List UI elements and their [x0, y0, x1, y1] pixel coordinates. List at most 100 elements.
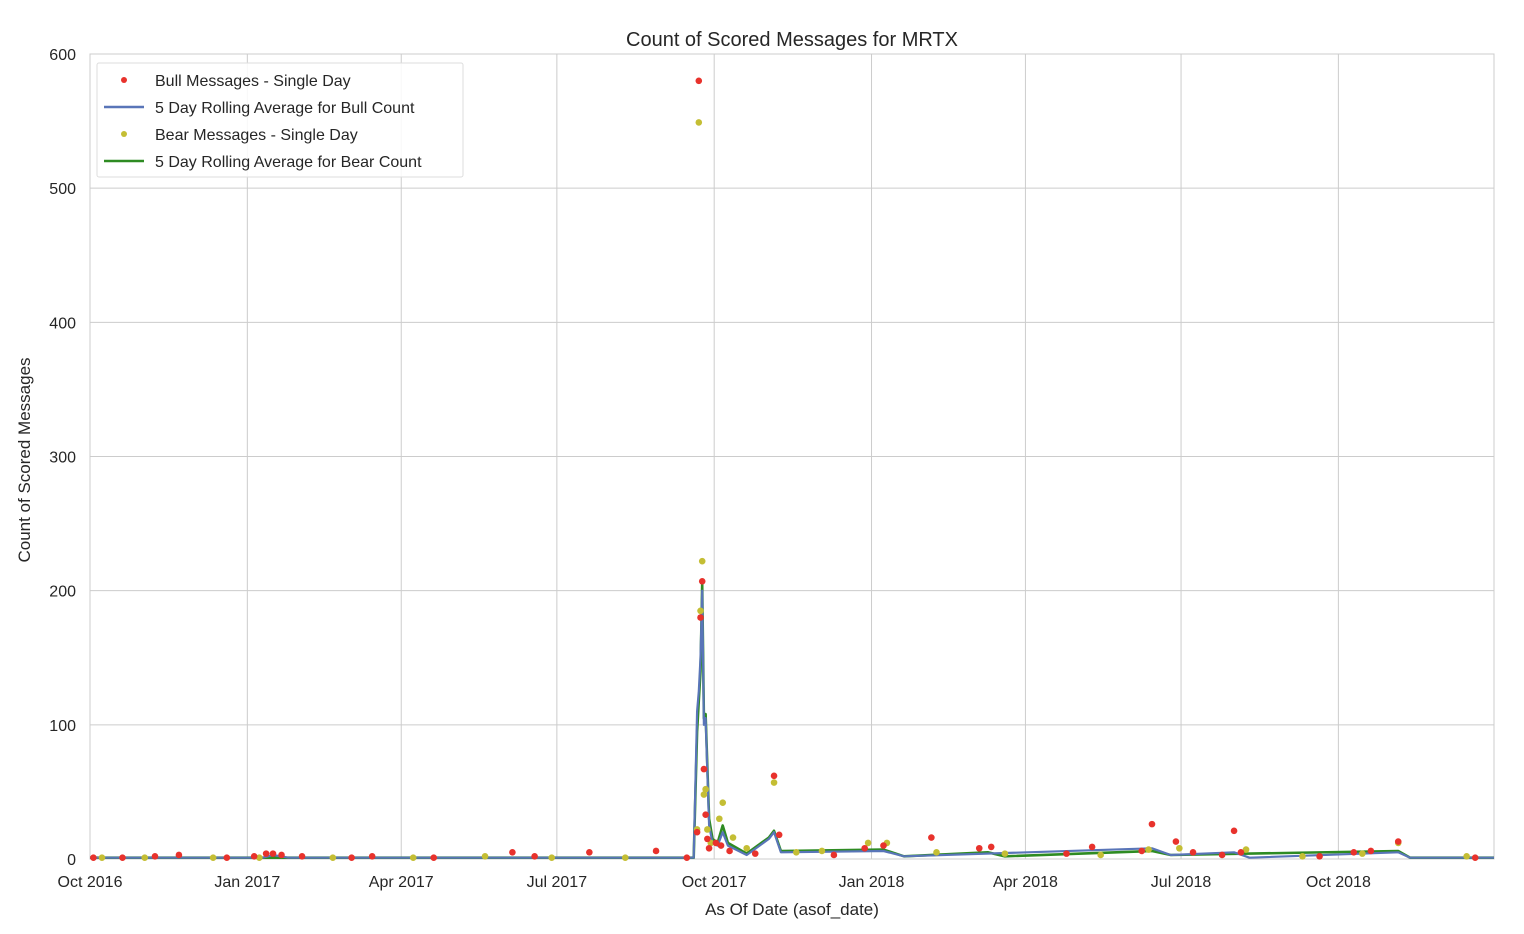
bear-point: [770, 779, 778, 786]
plot-frame: [89, 53, 1495, 860]
bull-point: [683, 854, 691, 861]
bear-point: [621, 854, 629, 861]
bear-point: [481, 853, 489, 860]
bear-point: [409, 854, 417, 861]
bear-point: [1145, 846, 1152, 853]
bear-point: [256, 854, 263, 861]
bull-point: [151, 853, 159, 860]
legend: Bull Messages - Single Day 5 Day Rolling …: [96, 62, 464, 178]
bull-point: [928, 834, 935, 841]
x-tick-label: Jan 2018: [839, 874, 905, 891]
bear-point: [1359, 850, 1366, 857]
legend-label: Bear Messages - Single Day: [155, 127, 358, 144]
bear-point: [818, 847, 826, 855]
bear-point: [1001, 850, 1009, 857]
bull-point: [697, 614, 704, 621]
bull-point: [119, 854, 126, 861]
bear-point: [698, 557, 706, 565]
bull-point: [1218, 851, 1226, 859]
bear-point: [1097, 851, 1104, 859]
y-axis-label: Count of Scored Messages: [15, 357, 34, 562]
bear-rolling-average-layer: [90, 582, 1494, 859]
bull-point: [269, 850, 277, 857]
bull-point: [698, 577, 706, 585]
bull-point: [975, 844, 983, 852]
legend-label: Bull Messages - Single Day: [155, 73, 351, 90]
bear-point: [864, 839, 872, 847]
bear-point: [697, 607, 704, 615]
bull-point: [298, 853, 306, 860]
bull-point: [1350, 848, 1358, 856]
legend-label: 5 Day Rolling Average for Bull Count: [155, 100, 415, 117]
bull-point: [1237, 848, 1245, 856]
bear-point: [792, 848, 800, 856]
bear-point: [1242, 846, 1250, 853]
y-tick-label: 200: [49, 584, 76, 601]
legend-entries: Bull Messages - Single Day 5 Day Rolling …: [104, 73, 422, 171]
bear-point: [700, 791, 708, 798]
bull-point: [726, 847, 733, 855]
bull-point: [1189, 848, 1197, 856]
x-tick-label: Apr 2017: [369, 874, 434, 891]
bear-point: [1176, 844, 1183, 852]
bull-rolling-average-line: [90, 589, 1494, 859]
bull-point: [705, 844, 713, 852]
bull-point: [712, 839, 720, 847]
bull-point: [751, 850, 759, 857]
x-tick-label: Oct 2018: [1306, 874, 1371, 891]
legend-label: 5 Day Rolling Average for Bear Count: [155, 154, 422, 171]
x-axis-label: As Of Date (asof_date): [705, 900, 879, 919]
bull-point: [880, 842, 887, 849]
y-tick-label: 100: [49, 718, 76, 735]
bear-point: [702, 785, 709, 793]
bull-point: [1148, 820, 1156, 828]
bear-point: [1463, 853, 1470, 860]
bear-point: [329, 854, 337, 861]
bull-point: [1471, 854, 1479, 861]
x-tick-label: Apr 2018: [993, 874, 1058, 891]
x-tick-label: Jan 2017: [214, 874, 280, 891]
bull-point: [90, 854, 97, 861]
bull-point: [223, 854, 231, 861]
y-axis-ticks: 0 100 200 300 400 500 600: [49, 47, 76, 869]
y-tick-label: 0: [67, 852, 76, 869]
bull-point: [509, 848, 516, 856]
bull-point: [775, 831, 783, 839]
grid: [89, 53, 1494, 860]
bull-point: [250, 853, 258, 860]
y-tick-label: 300: [49, 450, 76, 467]
bear-point: [933, 848, 940, 856]
y-tick-label: 600: [49, 47, 76, 64]
bear-point: [743, 844, 750, 852]
bear-point: [695, 119, 703, 126]
x-tick-label: Jul 2018: [1151, 874, 1212, 891]
bear-point: [716, 815, 723, 823]
bull-point: [1394, 838, 1402, 845]
bear-point: [548, 854, 556, 861]
bull-point: [586, 848, 593, 856]
bear-point: [141, 854, 149, 861]
bull-point: [717, 842, 725, 849]
bull-point: [1088, 843, 1096, 851]
legend-bear-marker: [121, 131, 127, 137]
bull-points-layer: [90, 77, 1479, 861]
bull-point: [695, 77, 703, 85]
bear-rolling-average-line: [90, 582, 1494, 859]
chart-title: Count of Scored Messages for MRTX: [626, 29, 958, 51]
x-tick-label: Jul 2017: [527, 874, 588, 891]
bull-point: [430, 854, 438, 861]
bear-point: [729, 834, 737, 841]
bull-point: [1367, 847, 1375, 855]
bull-point: [531, 853, 538, 860]
legend-bull-marker: [121, 77, 127, 83]
y-tick-label: 400: [49, 315, 76, 332]
bear-points-layer: [98, 119, 1470, 861]
bear-point: [98, 854, 106, 861]
bull-point: [704, 835, 711, 843]
bull-point: [262, 850, 270, 857]
bull-point: [348, 854, 355, 861]
bull-point: [1138, 847, 1146, 855]
bear-point: [209, 854, 217, 861]
bull-point: [987, 843, 995, 851]
